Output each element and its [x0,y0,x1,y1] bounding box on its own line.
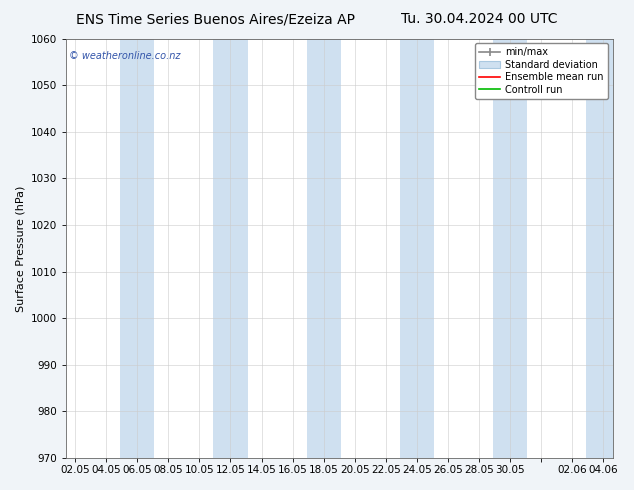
Bar [586,39,620,458]
Bar [307,39,340,458]
Bar [400,39,434,458]
Text: © weatheronline.co.nz: © weatheronline.co.nz [68,51,180,61]
Text: ENS Time Series Buenos Aires/Ezeiza AP: ENS Time Series Buenos Aires/Ezeiza AP [76,12,355,26]
Y-axis label: Surface Pressure (hPa): Surface Pressure (hPa) [15,185,25,312]
Bar [214,39,247,458]
Bar [120,39,154,458]
Legend: min/max, Standard deviation, Ensemble mean run, Controll run: min/max, Standard deviation, Ensemble me… [475,44,608,98]
Bar [493,39,527,458]
Text: Tu. 30.04.2024 00 UTC: Tu. 30.04.2024 00 UTC [401,12,558,26]
